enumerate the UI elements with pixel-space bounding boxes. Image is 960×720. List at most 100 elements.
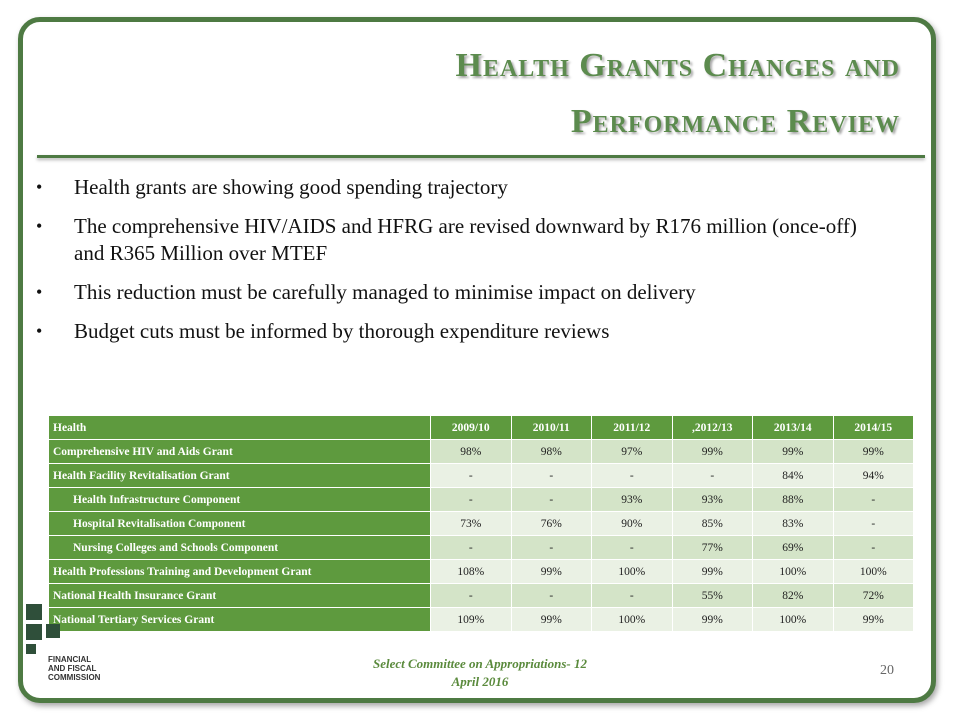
row-label: Hospital Revitalisation Component xyxy=(48,511,431,536)
cell-value: - xyxy=(591,463,673,488)
cell-value: - xyxy=(671,463,753,488)
bullet-item: • The comprehensive HIV/AIDS and HFRG are… xyxy=(36,213,876,267)
table-row: National Tertiary Services Grant 109% 99% 1… xyxy=(48,607,914,632)
row-label: National Tertiary Services Grant xyxy=(48,607,431,632)
cell-value: 77% xyxy=(671,535,753,560)
header-year: 2010/11 xyxy=(510,415,592,440)
cell-value: 90% xyxy=(591,511,673,536)
cell-value: 69% xyxy=(752,535,834,560)
table-row: Health Infrastructure Component - -93% 93% 8… xyxy=(48,487,914,512)
header-year: 2009/10 xyxy=(430,415,512,440)
bullet-text: This reduction must be carefully managed… xyxy=(74,280,696,304)
cell-value: 88% xyxy=(752,487,834,512)
bullet-dot-icon: • xyxy=(36,216,43,236)
table-body: Comprehensive HIV and Aids Grant 98% 98% 97… xyxy=(48,439,914,632)
cell-value: - xyxy=(510,463,592,488)
row-label: Nursing Colleges and Schools Component xyxy=(48,535,431,560)
cell-value: - xyxy=(430,535,512,560)
bullet-item: • Health grants are showing good spending… xyxy=(36,174,876,201)
table-row: Nursing Colleges and Schools Component - -… xyxy=(48,535,914,560)
logo-line: AND FISCAL xyxy=(48,664,97,673)
cell-value: 82% xyxy=(752,583,834,608)
cell-value: 55% xyxy=(671,583,753,608)
bullet-list: • Health grants are showing good spending… xyxy=(36,174,876,357)
ffc-logo-icon xyxy=(26,604,60,654)
cell-value: 94% xyxy=(832,463,914,488)
bullet-text: Health grants are showing good spending … xyxy=(74,175,508,199)
cell-value: 99% xyxy=(671,559,753,584)
cell-value: 99% xyxy=(832,607,914,632)
row-label: Health Infrastructure Component xyxy=(48,487,431,512)
bullet-text: The comprehensive HIV/AIDS and HFRG are … xyxy=(74,214,857,265)
table-row: National Health Insurance Grant - - -55% 82%… xyxy=(48,583,914,608)
cell-value: 100% xyxy=(752,607,834,632)
bullet-item: • This reduction must be carefully manage… xyxy=(36,279,876,306)
row-label: Health Facility Revitalisation Grant xyxy=(48,463,431,488)
page-number: 20 xyxy=(880,663,894,678)
bullet-dot-icon: • xyxy=(36,282,43,302)
table-row: Comprehensive HIV and Aids Grant 98% 98% 97… xyxy=(48,439,914,464)
table-row: Hospital Revitalisation Component 73% 76% 9… xyxy=(48,511,914,536)
cell-value: 109% xyxy=(430,607,512,632)
logo-line: FINANCIAL xyxy=(48,655,92,664)
title-line-2: Performance Review xyxy=(570,103,900,140)
row-label: Comprehensive HIV and Aids Grant xyxy=(48,439,431,464)
row-label: Health Professions Training and Developm… xyxy=(48,559,431,584)
header-health: Health xyxy=(48,415,431,440)
cell-value: 108% xyxy=(430,559,512,584)
cell-value: 100% xyxy=(591,607,673,632)
cell-value: 100% xyxy=(752,559,834,584)
table-header-row: Health 2009/10 2010/11 2011/12 ,2012/13 … xyxy=(48,415,914,440)
cell-value: - xyxy=(832,511,914,536)
cell-value: 93% xyxy=(591,487,673,512)
table-row: Health Professions Training and Developm… xyxy=(48,559,914,584)
cell-value: 100% xyxy=(591,559,673,584)
cell-value: 72% xyxy=(832,583,914,608)
footer-line-2: April 2016 xyxy=(451,674,509,689)
title-line-1: Health Grants Changes and xyxy=(455,47,900,84)
cell-value: - xyxy=(510,535,592,560)
header-year: 2014/15 xyxy=(832,415,914,440)
cell-value: 93% xyxy=(671,487,753,512)
cell-value: - xyxy=(832,487,914,512)
logo-line: COMMISSION xyxy=(48,673,101,682)
slide-title: Health Grants Changes and Performance Re… xyxy=(120,38,900,150)
cell-value: 99% xyxy=(671,439,753,464)
header-year: ,2012/13 xyxy=(671,415,753,440)
cell-value: - xyxy=(591,583,673,608)
row-label: National Health Insurance Grant xyxy=(48,583,431,608)
cell-value: 99% xyxy=(752,439,834,464)
cell-value: 98% xyxy=(510,439,592,464)
cell-value: 98% xyxy=(430,439,512,464)
header-year: 2013/14 xyxy=(752,415,834,440)
cell-value: 84% xyxy=(752,463,834,488)
cell-value: - xyxy=(430,463,512,488)
footer-line-1: Select Committee on Appropriations- 12 xyxy=(372,656,588,671)
cell-value: 97% xyxy=(591,439,673,464)
cell-value: - xyxy=(430,487,512,512)
title-divider xyxy=(37,155,925,158)
bullet-dot-icon: • xyxy=(36,177,43,197)
cell-value: 85% xyxy=(671,511,753,536)
cell-value: 83% xyxy=(752,511,834,536)
cell-value: - xyxy=(510,487,592,512)
cell-value: - xyxy=(510,583,592,608)
table-row: Health Facility Revitalisation Grant - - - -… xyxy=(48,463,914,488)
grant-performance-table: Health 2009/10 2010/11 2011/12 ,2012/13 … xyxy=(48,415,914,632)
cell-value: - xyxy=(591,535,673,560)
cell-value: - xyxy=(430,583,512,608)
cell-value: 99% xyxy=(510,607,592,632)
bullet-text: Budget cuts must be informed by thorough… xyxy=(74,319,610,343)
slide-footer: Select Committee on Appropriations- 12 A… xyxy=(330,655,630,691)
cell-value: 76% xyxy=(510,511,592,536)
cell-value: 100% xyxy=(832,559,914,584)
cell-value: 99% xyxy=(671,607,753,632)
bullet-item: • Budget cuts must be informed by thoroug… xyxy=(36,318,876,345)
cell-value: - xyxy=(832,535,914,560)
cell-value: 99% xyxy=(510,559,592,584)
ffc-logo-text: FINANCIAL AND FISCAL COMMISSION xyxy=(48,655,108,682)
cell-value: 99% xyxy=(832,439,914,464)
cell-value: 73% xyxy=(430,511,512,536)
bullet-dot-icon: • xyxy=(36,321,43,341)
header-year: 2011/12 xyxy=(591,415,673,440)
